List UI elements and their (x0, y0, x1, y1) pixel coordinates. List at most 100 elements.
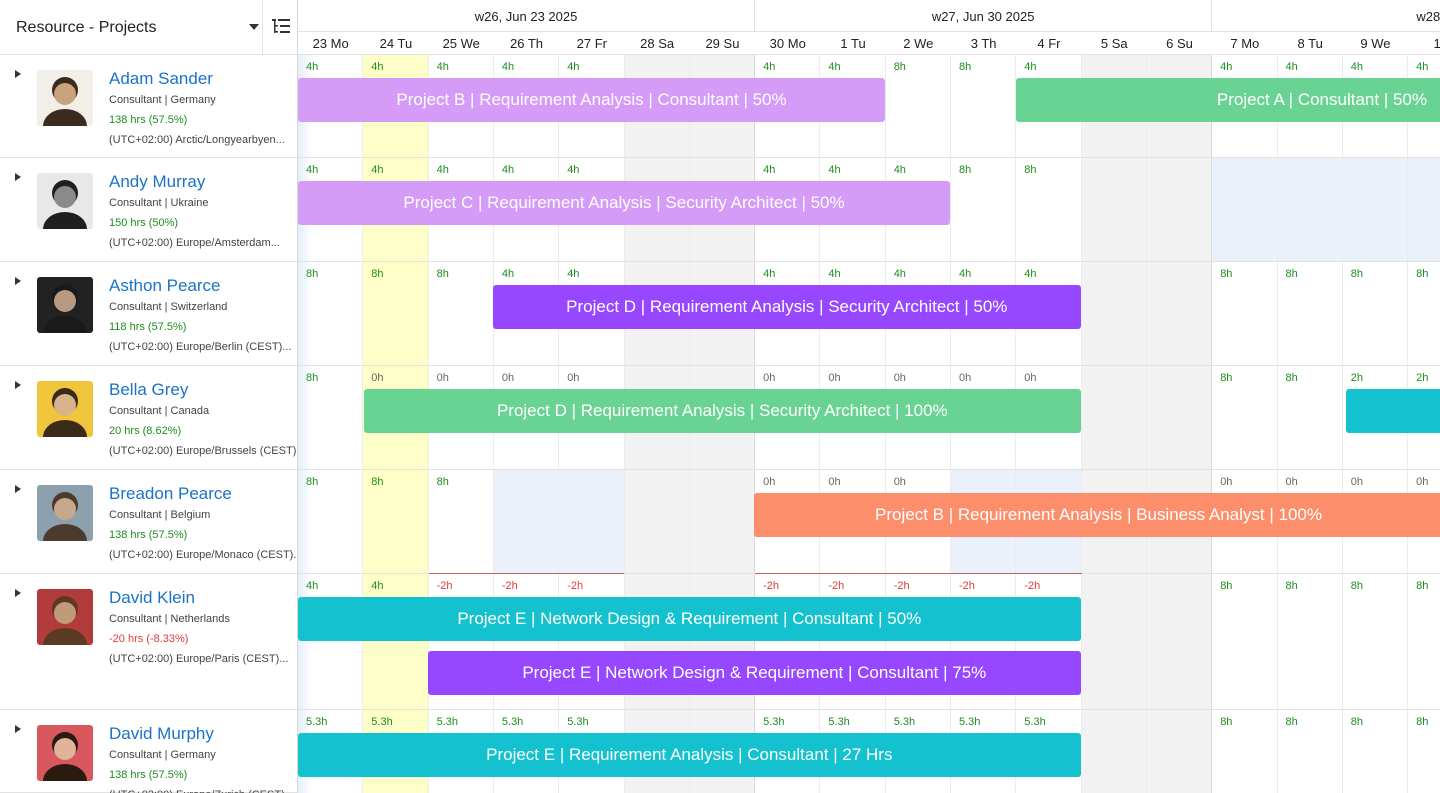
assignment-bar[interactable]: Project E | Requirement Analysis | Consu… (298, 733, 1081, 777)
resource-name-link[interactable]: Adam Sander (109, 69, 213, 88)
resource-row: Breadon Pearce Consultant | Belgium 138 hr… (0, 470, 298, 574)
day-hours-label: 5.3h (306, 716, 328, 728)
assignment-bar[interactable]: Project B | Requirement Analysis | Busin… (754, 493, 1440, 537)
day-hours-label: 8h (1416, 580, 1429, 592)
day-hours-label: 8h (371, 476, 384, 488)
day-hours-label: -2h (567, 580, 584, 592)
day-header-cell: 24 Tu (379, 36, 413, 51)
day-hours-label: 0h (959, 372, 972, 384)
column-divider (1080, 55, 1082, 793)
resource-hours: -20 hrs (-8.33%) (109, 633, 189, 645)
avatar (37, 485, 93, 541)
resource-name-link[interactable]: Asthon Pearce (109, 276, 221, 295)
day-header-cell: 6 Su (1166, 36, 1193, 51)
day-hours-label: 0h (763, 372, 776, 384)
day-hours-label: 0h (371, 372, 384, 384)
day-hours-label: 8h (1220, 268, 1233, 280)
resource-row: Adam Sander Consultant | Germany 138 hrs (… (0, 55, 298, 158)
day-hours-label: 5.3h (501, 716, 524, 728)
resource-name-link[interactable]: David Murphy (109, 724, 214, 743)
day-hours-label: 5.3h (893, 716, 916, 728)
assignment-bar[interactable]: Project E | Network Design & Requirement… (428, 651, 1081, 695)
day-hours-label: 4h (1024, 61, 1037, 73)
day-header-cell: 3 Th (970, 36, 997, 51)
week-header-cell: w27, Jun 30 2025 (755, 0, 1213, 32)
avatar (37, 725, 93, 781)
person-photo-icon (37, 381, 93, 437)
assignment-bar[interactable]: Project C | Requirement Analysis | Secur… (298, 181, 950, 225)
day-hours-label: 8h (1285, 716, 1298, 728)
assignment-bar[interactable]: Project B | Requirement Analysis | Consu… (298, 78, 885, 122)
expand-caret-icon[interactable] (15, 485, 21, 493)
expand-caret-icon[interactable] (15, 725, 21, 733)
weekend-column (1146, 55, 1213, 793)
row-divider (298, 157, 1440, 158)
chevron-down-icon[interactable] (249, 24, 259, 30)
day-hours-label: 8h (1220, 372, 1233, 384)
expand-caret-icon[interactable] (15, 173, 21, 181)
day-hours-label: 4h (567, 61, 580, 73)
resource-name-link[interactable]: Breadon Pearce (109, 484, 232, 503)
resource-role: Consultant | Ukraine (109, 197, 209, 209)
day-header-cell: 9 We (1360, 36, 1391, 51)
resource-hours: 138 hrs (57.5%) (109, 114, 188, 126)
day-hours-label: 0h (828, 372, 841, 384)
expand-caret-icon[interactable] (15, 589, 21, 597)
day-header-cell: 7 Mo (1230, 36, 1260, 51)
resource-name-link[interactable]: Andy Murray (109, 172, 206, 191)
resource-view-selector-label[interactable]: Resource - Projects (16, 19, 157, 36)
resource-hours: 138 hrs (57.5%) (109, 529, 188, 541)
day-hours-label: 0h (1350, 476, 1364, 488)
day-hours-label: 8h (1350, 580, 1364, 592)
week-header-cell: w28, Jul (1212, 0, 1440, 32)
day-hours-label: 8h (1416, 268, 1429, 280)
day-header-cell: 27 Fr (576, 36, 607, 51)
assignment-bar[interactable]: Project D | Requirement Analysis | Secur… (364, 389, 1081, 433)
tree-view-toggle-button[interactable] (262, 0, 298, 54)
day-hours-label: 4h (371, 580, 384, 592)
assignment-bar[interactable]: Project A | Consultant | 50% (1016, 78, 1440, 122)
day-hours-label: 0h (436, 372, 449, 384)
day-hours-label: 0h (828, 476, 841, 488)
resource-row: Bella Grey Consultant | Canada 20 hrs (8.6… (0, 366, 298, 470)
resource-name-link[interactable]: David Klein (109, 588, 195, 607)
row-divider (298, 261, 1440, 262)
day-hours-label: 5.3h (567, 716, 589, 728)
resource-role: Consultant | Belgium (109, 509, 211, 521)
day-hours-label: 8h (1285, 580, 1298, 592)
day-header-cell: 23 Mo (312, 36, 349, 51)
resource-name-link[interactable]: Bella Grey (109, 380, 189, 399)
column-divider (1341, 55, 1343, 793)
assignment-bar[interactable] (1346, 389, 1440, 433)
day-header-cell: 25 We (442, 36, 480, 51)
day-hours-label: 4h (1220, 61, 1233, 73)
day-hours-label: 8h (1285, 268, 1298, 280)
expand-caret-icon[interactable] (15, 381, 21, 389)
column-divider (1211, 55, 1213, 793)
overallocation-line (755, 573, 1082, 574)
assignment-bar[interactable]: Project D | Requirement Analysis | Secur… (493, 285, 1081, 329)
day-hours-label: 8h (306, 268, 319, 280)
row-divider (298, 709, 1440, 710)
day-hours-label: 8h (1350, 268, 1364, 280)
day-hours-label: 8h (1220, 580, 1233, 592)
day-hours-label: 4h (763, 164, 776, 176)
weekend-column (1081, 55, 1147, 793)
expand-caret-icon[interactable] (15, 70, 21, 78)
day-hours-label: 4h (763, 61, 776, 73)
day-hours-label: 8h (959, 61, 972, 73)
day-hours-label: 4h (306, 580, 319, 592)
day-header-cell: 29 Su (705, 36, 740, 51)
person-photo-icon (37, 277, 93, 333)
day-hours-label: 4h (1285, 61, 1298, 73)
expand-caret-icon[interactable] (15, 277, 21, 285)
column-divider (1276, 55, 1278, 793)
day-hours-label: -2h (959, 580, 975, 592)
day-hours-label: 4h (501, 268, 515, 280)
resource-role: Consultant | Germany (109, 749, 216, 761)
day-hours-label: 4h (436, 164, 449, 176)
resource-row: Asthon Pearce Consultant | Switzerland 118… (0, 262, 298, 366)
day-hours-label: 4h (959, 268, 972, 280)
assignment-bar[interactable]: Project E | Network Design & Requirement… (298, 597, 1081, 641)
day-hours-label: 4h (567, 268, 580, 280)
